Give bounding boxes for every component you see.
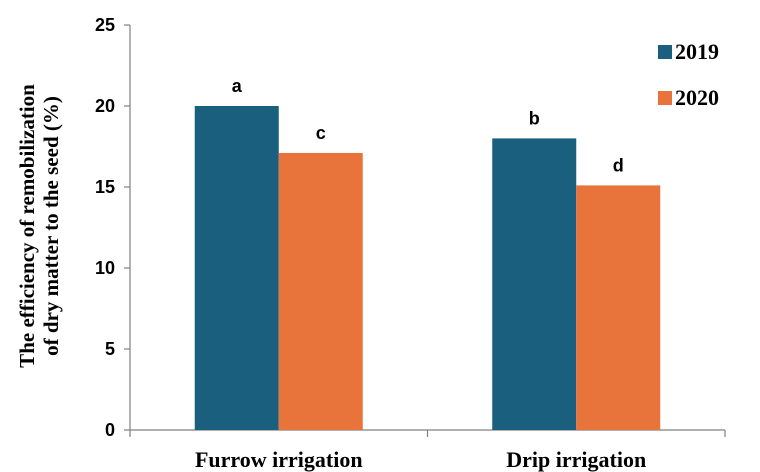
y-tick-label: 20 [95,96,115,116]
bar-2020-0 [278,152,363,431]
data-label: a [232,76,243,96]
axes: 0 5 10 15 20 25 Furrow irrigation Drip irrigati… [95,15,726,472]
legend: 2019 2020 [658,39,719,110]
legend-swatch-2020 [658,91,672,105]
data-label: c [316,123,326,143]
y-tick-label: 15 [95,177,115,197]
bar-2019-1 [492,138,577,430]
bar-2019-0 [194,106,279,430]
y-tick-label: 0 [105,420,115,440]
y-tick-label: 25 [95,15,115,35]
legend-label: 2020 [675,85,719,110]
x-tick-label: Furrow irrigation [195,447,363,472]
data-label: b [529,108,540,128]
x-tick-label: Drip irrigation [506,447,646,472]
data-label: d [613,155,624,175]
y-axis-title-line: of dry matter to the seed (%) [39,96,63,356]
legend-swatch-2019 [658,45,672,59]
y-axis-title: The efficiency of remobilization of dry m… [15,84,63,368]
bars: a c b d [194,76,661,431]
legend-label: 2019 [675,39,719,64]
y-axis-title-line: The efficiency of remobilization [15,84,39,368]
y-tick-label: 10 [95,258,115,278]
y-axis-label: The efficiency of remobilization of dry m… [15,84,63,368]
bar-2020-1 [576,185,661,430]
y-tick-label: 5 [105,339,115,359]
